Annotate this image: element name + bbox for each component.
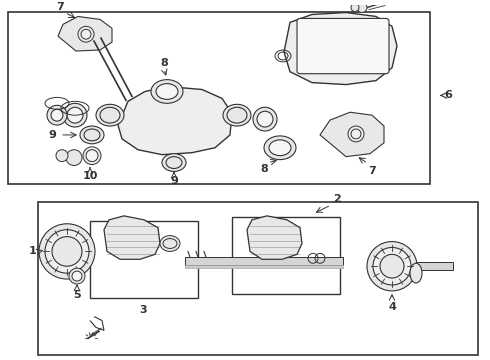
- Bar: [185, 257, 343, 265]
- Circle shape: [367, 242, 417, 291]
- Circle shape: [56, 150, 68, 162]
- Polygon shape: [58, 17, 112, 51]
- Ellipse shape: [151, 80, 183, 103]
- Text: 4: 4: [388, 302, 396, 312]
- Polygon shape: [247, 216, 302, 259]
- Circle shape: [52, 237, 82, 266]
- Circle shape: [51, 109, 63, 121]
- Ellipse shape: [227, 107, 247, 123]
- Text: 7: 7: [56, 1, 64, 12]
- Text: 6: 6: [444, 90, 452, 100]
- Text: 10: 10: [82, 171, 98, 181]
- Ellipse shape: [410, 263, 422, 283]
- Text: 7: 7: [368, 166, 376, 176]
- Circle shape: [348, 126, 364, 142]
- Circle shape: [66, 150, 82, 166]
- Ellipse shape: [84, 129, 100, 141]
- Polygon shape: [284, 13, 397, 85]
- Circle shape: [380, 255, 404, 278]
- Circle shape: [86, 150, 98, 162]
- Polygon shape: [118, 86, 232, 155]
- FancyBboxPatch shape: [297, 18, 389, 74]
- Bar: [185, 265, 343, 268]
- Text: 8: 8: [260, 163, 268, 174]
- Polygon shape: [104, 216, 160, 259]
- Circle shape: [67, 107, 83, 123]
- Circle shape: [69, 268, 85, 284]
- Circle shape: [357, 3, 367, 13]
- Bar: [90, 221, 198, 298]
- Ellipse shape: [264, 136, 296, 159]
- Circle shape: [81, 29, 91, 39]
- Text: 9: 9: [170, 176, 178, 186]
- Text: 5: 5: [73, 290, 81, 300]
- Circle shape: [39, 224, 95, 279]
- Circle shape: [78, 26, 94, 42]
- Circle shape: [45, 230, 89, 273]
- Bar: [38, 202, 478, 355]
- Ellipse shape: [269, 140, 291, 156]
- Ellipse shape: [160, 235, 180, 251]
- Circle shape: [83, 147, 101, 165]
- Circle shape: [351, 4, 359, 12]
- Bar: [232, 217, 340, 294]
- Bar: [8, 12, 430, 184]
- Ellipse shape: [100, 107, 120, 123]
- Circle shape: [47, 105, 67, 125]
- Text: 3: 3: [139, 305, 147, 315]
- Circle shape: [253, 107, 277, 131]
- Ellipse shape: [166, 157, 182, 168]
- Text: 8: 8: [160, 58, 168, 68]
- Ellipse shape: [163, 239, 177, 248]
- Circle shape: [351, 129, 361, 139]
- Ellipse shape: [80, 126, 104, 144]
- Bar: [415, 262, 453, 270]
- Ellipse shape: [223, 104, 251, 126]
- Circle shape: [373, 247, 411, 285]
- Ellipse shape: [96, 104, 124, 126]
- Circle shape: [72, 271, 82, 281]
- Text: 9: 9: [48, 130, 56, 140]
- Text: 1: 1: [28, 246, 36, 256]
- Text: 2: 2: [333, 194, 341, 204]
- Ellipse shape: [156, 84, 178, 99]
- Circle shape: [63, 103, 87, 127]
- Polygon shape: [320, 112, 384, 157]
- Ellipse shape: [162, 154, 186, 171]
- Circle shape: [257, 111, 273, 127]
